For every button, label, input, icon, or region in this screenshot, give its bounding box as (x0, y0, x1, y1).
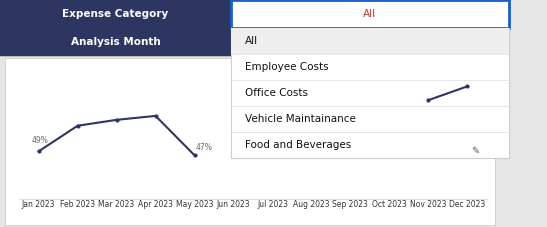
FancyBboxPatch shape (231, 0, 509, 28)
Text: All: All (363, 9, 376, 19)
Text: Analysis Month: Analysis Month (71, 37, 160, 47)
Text: 47%: 47% (196, 143, 213, 152)
FancyBboxPatch shape (5, 58, 495, 225)
Text: Monthly Ac: Monthly Ac (439, 63, 490, 72)
Text: Vehicle Maintainance: Vehicle Maintainance (245, 114, 356, 124)
Text: All: All (245, 36, 258, 46)
Text: Expense Category: Expense Category (62, 9, 168, 19)
FancyBboxPatch shape (0, 0, 231, 28)
Text: 49%: 49% (32, 136, 49, 145)
FancyBboxPatch shape (231, 28, 509, 54)
FancyBboxPatch shape (231, 28, 509, 158)
Text: Food and Beverages: Food and Beverages (245, 140, 351, 151)
Text: Employee Costs: Employee Costs (245, 62, 328, 72)
Text: ✎: ✎ (472, 146, 479, 155)
FancyBboxPatch shape (0, 28, 231, 56)
Text: Office Costs: Office Costs (245, 88, 307, 98)
